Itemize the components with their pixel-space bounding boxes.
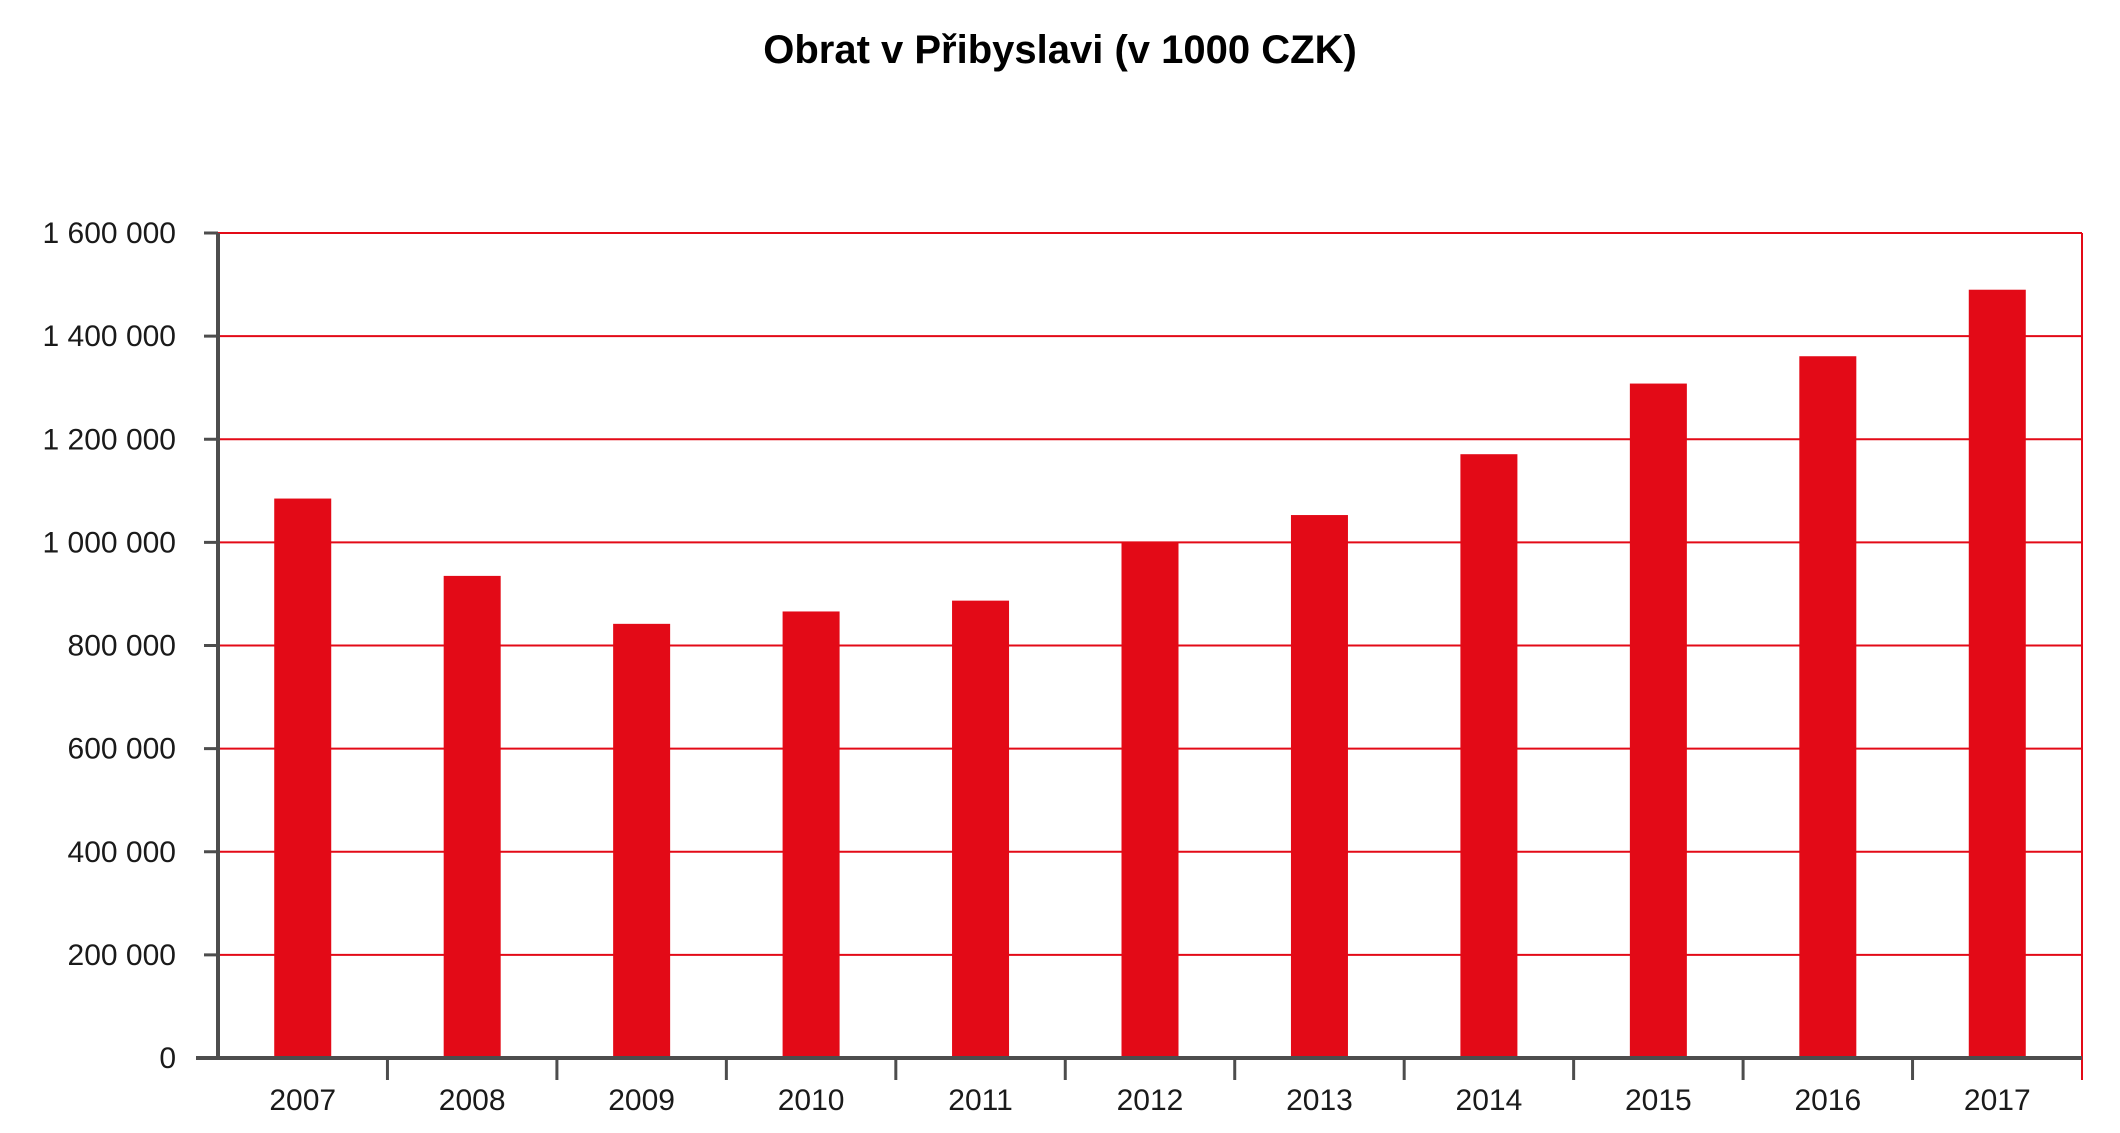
y-tick-label: 800 000 <box>68 630 176 663</box>
x-tick-label: 2009 <box>608 1084 675 1117</box>
x-tick-label: 2007 <box>269 1084 336 1117</box>
bar-2016 <box>1799 356 1857 1058</box>
x-tick-label: 2016 <box>1794 1084 1861 1117</box>
x-tick-label: 2014 <box>1456 1084 1523 1117</box>
y-tick-labels: 0 200 000 400 000 600 000 800 000 1 000 000 1 … <box>43 217 176 1075</box>
bar-2015 <box>1629 383 1687 1058</box>
y-tick-label: 0 <box>159 1042 176 1075</box>
bar-2013 <box>1290 515 1348 1058</box>
x-tick-label: 2011 <box>948 1084 1013 1117</box>
x-tick-label: 2010 <box>778 1084 845 1117</box>
x-tick-label: 2013 <box>1286 1084 1353 1117</box>
x-tick-labels: 2007 2008 2009 2010 2011 2012 2013 2014 2015 2016… <box>269 1084 2030 1117</box>
x-tick-label: 2017 <box>1964 1084 2031 1117</box>
y-tick-label: 400 000 <box>68 836 176 869</box>
y-tick-label: 1 400 000 <box>43 320 176 353</box>
x-tick-label: 2008 <box>439 1084 506 1117</box>
chart-title: Obrat v Přibyslavi (v 1000 CZK) <box>763 28 1357 72</box>
y-tick-label: 600 000 <box>68 733 176 766</box>
y-tick-label: 200 000 <box>68 939 176 972</box>
axes <box>196 231 2082 1080</box>
bar-2008 <box>443 575 501 1058</box>
x-tick-label: 2012 <box>1117 1084 1184 1117</box>
bar-2010 <box>782 611 840 1058</box>
bar-2007 <box>274 498 332 1058</box>
y-tick-label: 1 000 000 <box>43 526 176 559</box>
bar-2009 <box>613 623 671 1058</box>
x-tick-label: 2015 <box>1625 1084 1692 1117</box>
bar-2011 <box>952 600 1010 1058</box>
y-tick-label: 1 200 000 <box>43 423 176 456</box>
bar-2017 <box>1968 289 2026 1058</box>
bar-2014 <box>1460 454 1518 1058</box>
bar-2012 <box>1121 542 1179 1058</box>
y-tick-label: 1 600 000 <box>43 217 176 250</box>
bars <box>274 289 2026 1058</box>
